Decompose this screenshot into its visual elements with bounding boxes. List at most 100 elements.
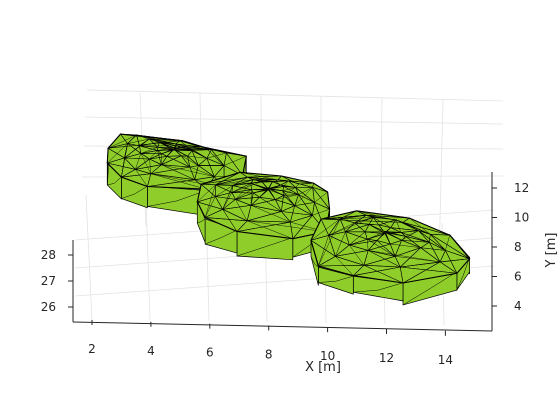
mesh-edge <box>395 219 402 233</box>
mesh-edge <box>166 149 174 157</box>
y-tick-label: 8 <box>514 240 522 254</box>
mesh-edge <box>321 218 403 223</box>
mesh-edge <box>384 231 406 237</box>
mesh-edge <box>390 243 421 248</box>
mesh-edge <box>189 166 215 177</box>
mesh-edge <box>363 265 404 284</box>
z-tick-label: 27 <box>41 274 56 288</box>
mesh-edge <box>401 240 430 243</box>
mesh-edge <box>222 209 238 232</box>
mesh-edge <box>345 224 370 232</box>
mesh-edge <box>161 149 174 154</box>
mesh-edge <box>135 153 142 170</box>
mesh-edge <box>173 148 193 150</box>
x-tick-label: 12 <box>379 351 394 365</box>
mesh-edge <box>235 199 248 221</box>
mesh-edge <box>298 187 313 195</box>
mesh-edge <box>318 235 329 267</box>
mesh-edge <box>405 230 419 237</box>
x-tick-label: 4 <box>147 344 155 358</box>
mesh-edge <box>107 163 109 172</box>
mesh-edge <box>294 202 315 206</box>
y-tick-label: 12 <box>514 181 529 195</box>
mesh-edge <box>124 138 150 159</box>
mesh-edge <box>349 231 366 246</box>
mesh-edge <box>127 138 150 144</box>
mesh-edge <box>394 256 441 263</box>
mesh-edge <box>157 147 174 149</box>
mesh-edge <box>259 197 282 212</box>
mesh-edge <box>314 191 328 203</box>
mesh-edge <box>250 183 269 189</box>
mesh-edge <box>268 184 281 190</box>
mesh-edge <box>295 184 299 188</box>
mesh-edge <box>197 184 216 203</box>
mesh-edge <box>157 149 174 151</box>
x-tick-label: 2 <box>88 342 96 356</box>
mesh-edge <box>157 147 174 151</box>
mesh-edge <box>275 199 295 206</box>
mesh-edge <box>231 183 251 193</box>
mesh-edge <box>367 239 369 251</box>
mesh-edge <box>281 175 299 185</box>
mesh-edge <box>239 172 278 181</box>
mesh-edge <box>215 181 276 185</box>
mesh-edge <box>206 152 227 159</box>
mesh-edge <box>340 217 374 220</box>
mesh-edge <box>108 134 137 149</box>
mesh-edge <box>235 183 252 200</box>
mesh-edge <box>402 271 458 306</box>
mesh-edge <box>283 187 296 196</box>
mesh-edge <box>367 250 401 268</box>
z-tick-label: 26 <box>41 300 56 314</box>
mesh-edge <box>368 250 441 263</box>
y-tick-labels: 4 6 8 10 12 <box>492 181 529 313</box>
mesh-edge <box>161 153 190 168</box>
mesh-outline <box>310 210 471 284</box>
mesh-edge <box>367 239 396 257</box>
mesh-edge <box>376 240 396 257</box>
mesh-edge <box>335 256 354 276</box>
mesh-edge <box>247 220 293 239</box>
mesh-edge <box>456 257 470 290</box>
mesh-edge <box>191 149 212 151</box>
mesh-edge <box>310 218 341 241</box>
mesh-edge <box>236 237 293 257</box>
mesh-edge <box>121 143 128 178</box>
mesh-edge <box>261 181 269 190</box>
mesh-edge <box>186 146 193 151</box>
mesh-edge <box>108 140 181 149</box>
mesh-edge <box>282 187 296 192</box>
mesh-edge <box>384 232 402 241</box>
mesh-edge <box>247 177 289 182</box>
x-tick-label: 14 <box>438 353 453 367</box>
x-axis-title: X [m] <box>305 360 341 375</box>
mesh-edge <box>205 229 238 245</box>
mesh-edge <box>159 142 174 149</box>
mesh-edge <box>420 247 446 251</box>
mesh-edge <box>321 214 367 220</box>
mesh-edge <box>180 140 188 147</box>
mesh-edge <box>187 155 207 159</box>
mesh-edge <box>201 177 248 185</box>
mesh-edge <box>268 188 284 196</box>
mesh-edge <box>147 190 207 207</box>
mesh-edge <box>149 158 195 180</box>
mesh-edge <box>268 189 276 200</box>
mesh-edge <box>222 192 233 210</box>
mesh-edge <box>401 230 419 241</box>
mesh-edge <box>283 180 289 187</box>
mesh-edge <box>197 218 206 224</box>
x-tick-labels: 2 4 6 8 10 12 14 <box>88 320 453 367</box>
surface-segment <box>106 133 247 219</box>
mesh-edge <box>253 179 273 182</box>
mesh-edge <box>253 189 269 194</box>
mesh-edge <box>268 181 273 190</box>
mesh-edge <box>409 217 431 235</box>
mesh-edge <box>140 153 152 174</box>
mesh-edge <box>335 231 346 257</box>
mesh-edge <box>281 211 313 216</box>
x-tick-label: 8 <box>265 347 273 361</box>
mesh-edge <box>247 220 326 233</box>
